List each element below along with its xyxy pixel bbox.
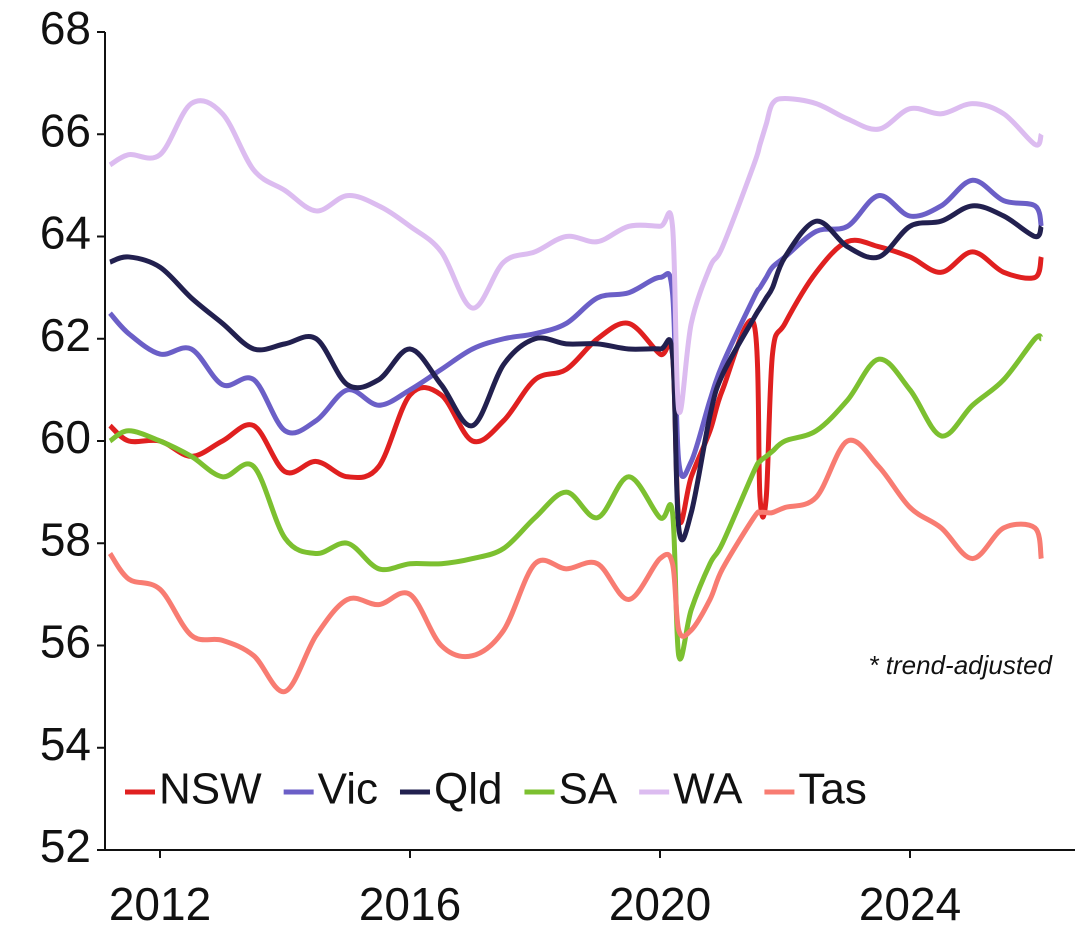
x-tick-label: 2024 [859,878,961,930]
y-tick-label: 68 [40,2,91,54]
series-line [108,95,1044,415]
y-tick-label: 58 [40,513,91,565]
series-line [108,177,1044,480]
legend-label: NSW [159,765,262,814]
legend-item: Tas [764,765,867,814]
x-tick-label: 2016 [359,878,461,930]
y-tick-label: 56 [40,616,91,668]
x-tick-label: 2012 [109,878,211,930]
legend-label: Vic [318,765,378,814]
y-tick-label: 52 [40,820,91,872]
legend-item: Qld [399,765,502,814]
legend-item: NSW [125,765,262,814]
series-line [108,333,1044,662]
legend-item: Vic [283,765,378,814]
y-tick-label: 62 [40,309,91,361]
y-tick-label: 64 [40,207,91,259]
legend-label: SA [558,765,617,814]
legend-label: Qld [434,765,502,814]
legend-label: Tas [798,765,866,814]
y-tick-label: 66 [40,104,91,156]
annotation: * trend-adjusted [868,650,1053,680]
legend-item: WA [639,765,743,814]
x-tick-label: 2020 [609,878,711,930]
series-line [109,203,1044,543]
y-tick-label: 60 [40,411,91,463]
legend-label: WA [673,765,743,814]
series-line [107,437,1044,695]
y-tick-label: 54 [40,718,91,770]
legend-item: SA [524,765,618,814]
